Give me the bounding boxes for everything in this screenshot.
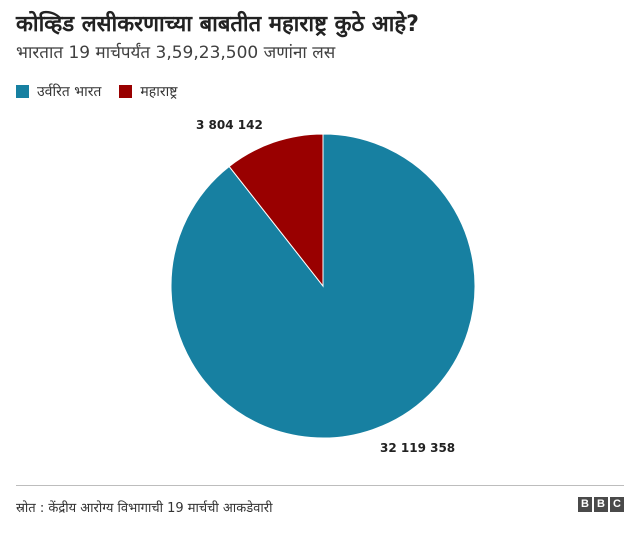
- chart-subtitle: भारतात 19 मार्चपर्यंत 3,59,23,500 जणांना…: [16, 43, 336, 63]
- legend-swatch-maharashtra: [119, 85, 133, 98]
- legend: उर्वरित भारत महाराष्ट्र: [16, 82, 195, 101]
- legend-swatch-rest-of-india: [16, 85, 29, 98]
- legend-label-rest-of-india: उर्वरित भारत: [37, 84, 102, 100]
- source-note: स्रोत : केंद्रीय आरोग्य विभागाची 19 मार्…: [16, 501, 273, 516]
- bbc-logo-block: B: [578, 497, 592, 512]
- legend-label-maharashtra: महाराष्ट्र: [140, 84, 178, 100]
- legend-item-rest-of-india: उर्वरित भारत: [16, 82, 101, 101]
- pie-slice-maharashtra: [228, 133, 324, 288]
- chart-title: कोव्हिड लसीकरणाच्या बाबतीत महाराष्ट्र कु…: [16, 12, 419, 37]
- bbc-logo-block: C: [610, 497, 624, 512]
- footer-divider: [16, 485, 624, 486]
- bbc-logo: B B C: [578, 497, 624, 512]
- bbc-logo-block: B: [594, 497, 608, 512]
- data-label-maharashtra: 3 804 142: [196, 118, 263, 132]
- data-label-rest-of-india: 32 119 358: [380, 441, 455, 455]
- legend-item-maharashtra: महाराष्ट्र: [119, 82, 177, 101]
